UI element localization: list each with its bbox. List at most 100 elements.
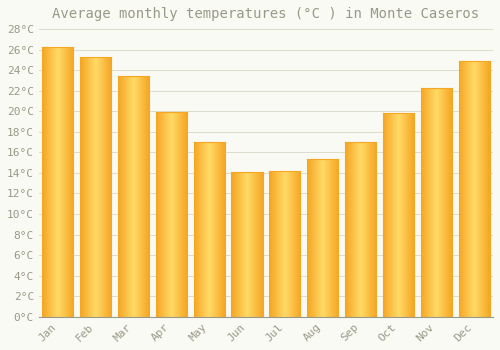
Bar (407, 113, 408, 317)
Bar (201, 142, 202, 317)
Bar (209, 142, 210, 317)
Bar (136, 76, 137, 317)
Bar (481, 61, 482, 317)
Bar (194, 142, 195, 317)
Bar (185, 112, 186, 317)
Bar (460, 61, 461, 317)
Bar (318, 159, 319, 317)
Bar (47, 47, 48, 317)
Bar (320, 159, 321, 317)
Bar (210, 142, 211, 317)
Bar (184, 112, 185, 317)
Bar (172, 112, 173, 317)
Bar (383, 113, 384, 317)
Bar (147, 76, 148, 317)
Bar (61, 47, 62, 317)
Bar (398, 113, 399, 317)
Bar (166, 112, 167, 317)
Bar (131, 76, 132, 317)
Bar (177, 112, 178, 317)
Bar (186, 112, 187, 317)
Bar (222, 142, 223, 317)
Bar (360, 142, 361, 317)
Bar (465, 61, 466, 317)
Bar (354, 142, 355, 317)
Bar (60, 47, 61, 317)
Bar (92, 57, 93, 317)
Bar (130, 76, 131, 317)
Bar (346, 142, 347, 317)
Bar (458, 61, 459, 317)
Bar (331, 159, 332, 317)
Bar (156, 112, 157, 317)
Bar (168, 112, 169, 317)
Bar (167, 112, 168, 317)
Bar (280, 171, 281, 317)
Bar (273, 171, 274, 317)
Bar (245, 172, 246, 317)
Bar (200, 142, 201, 317)
Bar (236, 172, 237, 317)
Bar (173, 112, 174, 317)
Bar (212, 142, 213, 317)
Bar (183, 112, 184, 317)
Bar (286, 171, 288, 317)
Bar (390, 113, 391, 317)
Bar (464, 61, 465, 317)
Bar (252, 172, 253, 317)
Bar (146, 76, 147, 317)
Bar (59, 47, 60, 317)
Bar (386, 113, 387, 317)
Bar (105, 57, 106, 317)
Bar (479, 61, 480, 317)
Bar (160, 112, 162, 317)
Bar (253, 172, 254, 317)
Bar (421, 88, 422, 317)
Bar (84, 57, 85, 317)
Bar (314, 159, 316, 317)
Bar (317, 159, 318, 317)
Bar (175, 112, 176, 317)
Bar (62, 47, 64, 317)
Bar (121, 76, 122, 317)
Bar (298, 171, 299, 317)
Bar (102, 57, 103, 317)
Bar (296, 171, 298, 317)
Bar (316, 159, 317, 317)
Bar (93, 57, 94, 317)
Bar (71, 47, 72, 317)
Bar (232, 172, 234, 317)
Bar (107, 57, 108, 317)
Bar (447, 88, 448, 317)
Bar (422, 88, 423, 317)
Bar (322, 159, 324, 317)
Bar (237, 172, 238, 317)
Bar (275, 171, 276, 317)
Bar (204, 142, 205, 317)
Bar (478, 61, 479, 317)
Bar (388, 113, 389, 317)
Bar (352, 142, 353, 317)
Bar (441, 88, 442, 317)
Bar (82, 57, 83, 317)
Bar (170, 112, 172, 317)
Bar (70, 47, 71, 317)
Bar (208, 142, 209, 317)
Bar (42, 47, 43, 317)
Bar (260, 172, 262, 317)
Bar (255, 172, 256, 317)
Bar (246, 172, 247, 317)
Bar (64, 47, 65, 317)
Bar (126, 76, 127, 317)
Bar (43, 47, 44, 317)
Bar (85, 57, 86, 317)
Bar (484, 61, 486, 317)
Bar (256, 172, 257, 317)
Bar (321, 159, 322, 317)
Bar (389, 113, 390, 317)
Bar (429, 88, 430, 317)
Bar (124, 76, 126, 317)
Bar (334, 159, 335, 317)
Bar (313, 159, 314, 317)
Bar (293, 171, 294, 317)
